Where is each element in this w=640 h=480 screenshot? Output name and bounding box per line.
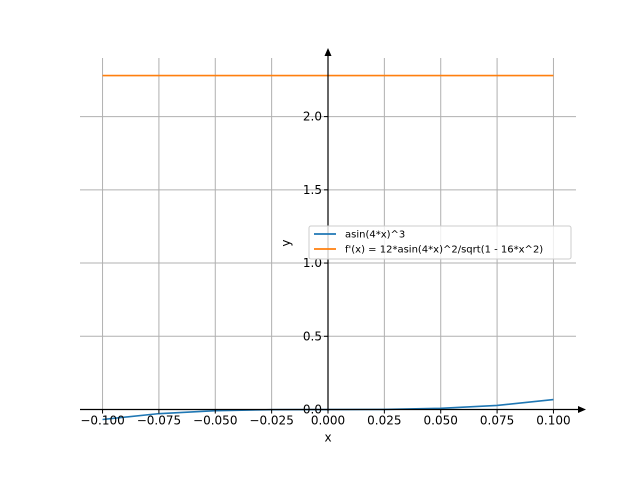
x-tick-label: 0.100: [536, 414, 570, 428]
y-tick-label: 0.5: [303, 329, 322, 343]
legend: asin(4*x)^3 f'(x) = 12*asin(4*x)^2/sqrt(1…: [308, 225, 572, 260]
y-tick-label: 2.0: [303, 110, 322, 124]
x-tick-label: 0.050: [424, 414, 458, 428]
y-tick-label: 1.0: [303, 256, 322, 270]
legend-box: [308, 225, 572, 260]
x-tick-label: 0.025: [367, 414, 401, 428]
x-tick-label: −0.050: [193, 414, 237, 428]
x-axis-label: x: [324, 431, 331, 445]
x-tick-label: 0.000: [311, 414, 345, 428]
legend-label-2: f'(x) = 12*asin(4*x)^2/sqrt(1 - 16*x^2): [345, 245, 543, 256]
y-tick-label: 0.0: [303, 403, 322, 417]
y-axis-label: y: [279, 239, 293, 246]
y-tick-label: 1.5: [303, 183, 322, 197]
x-tick-label: −0.025: [249, 414, 293, 428]
x-tick-label: −0.100: [80, 414, 124, 428]
x-axis-arrow: [578, 406, 586, 414]
x-tick-label: 0.075: [480, 414, 514, 428]
y-axis-arrow: [324, 48, 332, 56]
x-tick-label: −0.075: [137, 414, 181, 428]
tick-labels: −0.100 −0.075 −0.050 −0.025 0.000 0.025 0.050 0…: [80, 110, 570, 428]
legend-label-1: asin(4*x)^3: [345, 230, 405, 241]
